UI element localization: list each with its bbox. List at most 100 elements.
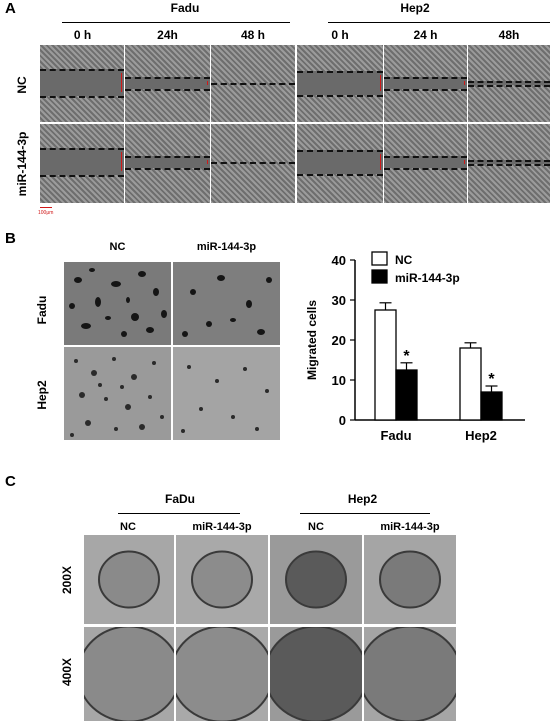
row-label-200x: 200X — [60, 565, 74, 595]
legend-label: miR-144-3p — [395, 271, 460, 285]
wound-edge-line — [384, 168, 467, 170]
migrated-cells-bar-chart: 0 10 20 30 40 Migrated cells * Fadu * Hep2 NC miR-1… — [305, 251, 525, 443]
group-label-fadu: Fadu — [170, 1, 200, 15]
column-label: NC — [308, 521, 324, 533]
wound-width-marker — [464, 81, 465, 85]
wound-edge-line — [468, 164, 550, 166]
transwell-image-fadu-mir — [173, 262, 280, 345]
legend-swatch — [371, 269, 388, 284]
spheroid-shape — [285, 550, 347, 609]
wound-edge-line — [40, 148, 124, 150]
wound-edge-line — [297, 71, 383, 73]
wound-gap — [40, 69, 124, 96]
column-label: miR-144-3p — [380, 521, 440, 533]
wound-edge-line — [125, 77, 210, 79]
row-label-mir: miR-144-3p — [15, 131, 29, 197]
cell-spots — [69, 268, 167, 337]
timepoint-label: 24 h — [413, 28, 438, 42]
timepoint-label: 48h — [498, 28, 520, 42]
wound-image-tile — [384, 45, 467, 122]
spheroid-shape — [98, 550, 160, 609]
wound-edge-line — [297, 150, 383, 152]
spheroid-shape — [191, 550, 253, 609]
row-label-nc: NC — [15, 76, 29, 94]
timepoint-label: 0 h — [73, 28, 92, 42]
wound-edge-line — [297, 95, 383, 97]
spheroid-image-tile — [270, 535, 362, 624]
column-label-mir: miR-144-3p — [196, 241, 257, 253]
wound-width-marker — [121, 73, 122, 92]
cell-spots — [181, 365, 269, 433]
bar-nc — [374, 309, 397, 421]
wound-width-marker — [380, 154, 381, 170]
wound-edge-line — [40, 69, 124, 71]
y-tick-label: 40 — [332, 253, 346, 268]
wound-edge-line — [40, 175, 124, 177]
spheroid-shape — [270, 627, 362, 721]
wound-edge-line — [211, 83, 295, 85]
wound-edge-line — [384, 89, 467, 91]
wound-edge-line — [384, 156, 467, 158]
group-rule-fadu — [62, 22, 290, 23]
bar-mir-144-3p — [480, 391, 503, 421]
legend-swatch — [371, 251, 388, 266]
y-tick-label: 20 — [332, 333, 346, 348]
spheroid-image-tile — [176, 627, 268, 721]
spheroid-body — [379, 550, 441, 609]
row-label-fadu: Fadu — [35, 295, 49, 325]
spheroid-body — [84, 627, 174, 721]
wound-edge-line — [211, 162, 295, 164]
wound-edge-line — [468, 81, 550, 83]
wound-image-tile — [468, 45, 550, 122]
wound-edge-line — [297, 174, 383, 176]
wound-edge-line — [125, 156, 210, 158]
spheroid-shape — [176, 627, 268, 721]
column-label: miR-144-3p — [192, 521, 252, 533]
spheroid-body — [191, 550, 253, 609]
wound-width-marker — [207, 160, 208, 164]
scale-bar-label: 100μm — [38, 210, 54, 216]
wound-gap — [297, 71, 383, 95]
wound-image-tile — [468, 124, 550, 203]
wound-gap — [384, 156, 467, 168]
significance-marker: * — [403, 348, 410, 365]
panel-c-letter: C — [5, 473, 16, 490]
legend-label: NC — [395, 253, 413, 267]
group-rule-hep2 — [328, 22, 550, 23]
transwell-image-hep2-mir — [173, 347, 280, 440]
wound-edge-line — [40, 96, 124, 98]
wound-edge-line — [468, 160, 550, 162]
panel-b-letter: B — [5, 230, 16, 247]
wound-gap — [468, 81, 550, 85]
wound-gap — [384, 77, 467, 89]
wound-image-tile — [40, 124, 124, 203]
spheroid-shape — [364, 627, 456, 721]
scale-bar — [40, 207, 52, 208]
transwell-image-hep2-nc — [64, 347, 171, 440]
column-label-nc: NC — [109, 241, 126, 253]
group-label-fadu-c: FaDu — [165, 492, 195, 506]
wound-image-tile — [211, 124, 295, 203]
cell-spots — [182, 275, 272, 337]
spheroid-body — [364, 627, 456, 721]
wound-edge-line — [468, 85, 550, 87]
spheroid-shape — [379, 550, 441, 609]
row-label-400x: 400X — [60, 657, 74, 687]
cell-spots — [70, 357, 164, 437]
group-rule-hep2-c — [300, 513, 430, 514]
row-label-hep2: Hep2 — [35, 380, 49, 410]
group-label-hep2: Hep2 — [400, 1, 430, 15]
wound-image-tile — [384, 124, 467, 203]
x-tick-label: Fadu — [380, 428, 411, 443]
wound-edge-line — [125, 89, 210, 91]
spheroid-image-tile — [270, 627, 362, 721]
spheroid-body — [176, 627, 268, 721]
wound-gap — [125, 156, 210, 168]
wound-gap — [40, 148, 124, 175]
spheroid-body — [98, 550, 160, 609]
timepoint-label: 48 h — [240, 28, 265, 42]
x-tick-label: Hep2 — [465, 428, 497, 443]
spheroid-image-tile — [84, 535, 174, 624]
column-label: NC — [120, 521, 136, 533]
wound-image-tile — [125, 124, 210, 203]
